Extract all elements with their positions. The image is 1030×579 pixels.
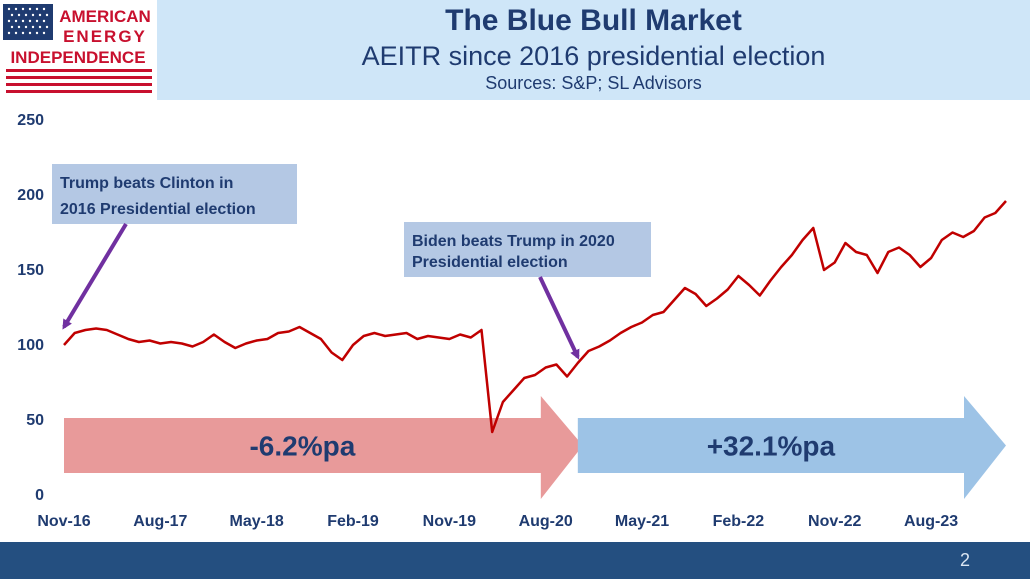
logo-text-line2: ENERGY (63, 27, 147, 46)
logo-stripes (6, 69, 152, 93)
y-tick-label: 100 (17, 337, 44, 354)
return-band-label: +32.1%pa (707, 431, 836, 462)
x-tick-label: Aug-23 (904, 513, 958, 530)
return-band-arrow (577, 396, 1006, 499)
x-tick-label: Aug-20 (519, 513, 573, 530)
annotation-text: Trump beats Clinton in (60, 175, 233, 192)
x-tick-label: May-18 (230, 513, 284, 530)
annotation-box (52, 164, 297, 224)
return-bands: -6.2%pa +32.1%pa (64, 396, 1006, 499)
logo-flag-canton (3, 4, 53, 40)
series-layer (63, 200, 1007, 434)
annotation-text: Biden beats Trump in 2020 (412, 233, 615, 250)
page-title: The Blue Bull Market (445, 4, 742, 37)
y-axis-ticks: 0 50 100 150 200 250 (17, 112, 44, 504)
annotation-arrow (538, 276, 580, 360)
series-line (63, 200, 1007, 434)
y-tick-label: 150 (17, 262, 44, 279)
header-banner: The Blue Bull Market AEITR since 2016 pr… (157, 0, 1030, 100)
page-subtitle: AEITR since 2016 presidential election (361, 41, 826, 71)
y-tick-label: 50 (26, 412, 44, 429)
x-tick-label: Nov-16 (37, 513, 90, 530)
y-tick-label: 0 (35, 487, 44, 504)
line-chart: 0 50 100 150 200 250 Nov-16 Aug-17 May-18 Feb-19… (17, 112, 1007, 530)
annotations-layer: Trump beats Clinton in 2016 Presidential … (52, 164, 651, 360)
x-axis-ticks: Nov-16 Aug-17 May-18 Feb-19 Nov-19 Aug-20 May-… (37, 513, 958, 530)
y-tick-label: 200 (17, 187, 44, 204)
x-tick-label: May-21 (615, 513, 669, 530)
footer-bar: 2 (0, 542, 1030, 579)
logo-text-line1: AMERICAN (59, 7, 151, 26)
x-tick-label: Feb-22 (713, 513, 765, 530)
logo-flag-stars (7, 7, 49, 35)
annotation-box (404, 222, 651, 277)
x-tick-label: Feb-19 (327, 513, 379, 530)
return-band-arrow (64, 396, 583, 499)
annotation-arrow (62, 222, 128, 330)
y-tick-label: 250 (17, 112, 44, 129)
x-tick-label: Nov-19 (423, 513, 476, 530)
page-number: 2 (959, 550, 970, 570)
sources-note: Sources: S&P; SL Advisors (485, 73, 702, 93)
logo-text-line3: INDEPENDENCE (10, 48, 145, 67)
return-band-label: -6.2%pa (249, 431, 355, 462)
annotation-text: Presidential election (412, 254, 568, 271)
x-tick-label: Nov-22 (808, 513, 861, 530)
annotation-text: 2016 Presidential election (60, 201, 256, 218)
logo: AMERICAN ENERGY INDEPENDENCE (0, 0, 157, 100)
x-tick-label: Aug-17 (133, 513, 187, 530)
american-energy-independence-logo: AMERICAN ENERGY INDEPENDENCE (3, 4, 152, 93)
